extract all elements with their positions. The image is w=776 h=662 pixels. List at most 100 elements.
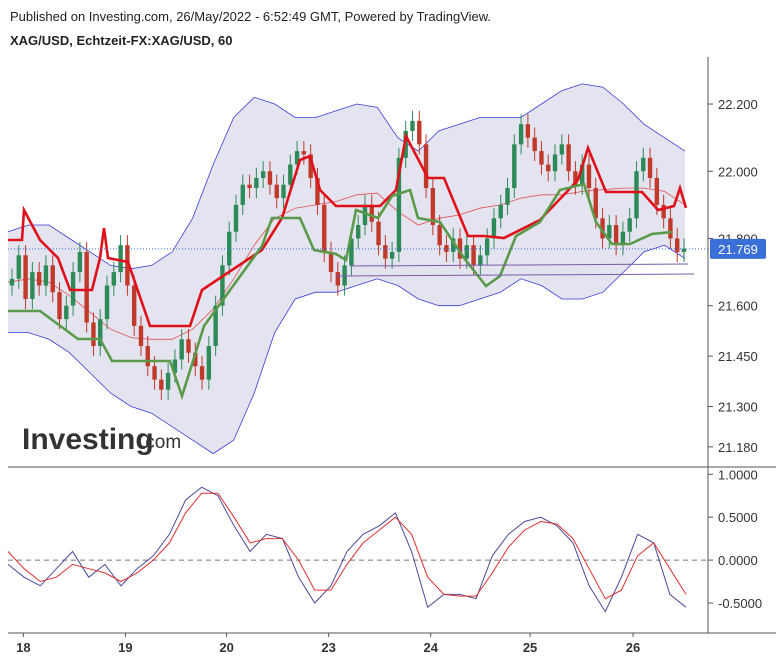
indicator-lines [8, 132, 708, 401]
price-axis: 22.20022.00021.80021.60021.45021.30021.1… [708, 97, 758, 455]
candle-body [362, 204, 368, 226]
candle-body [91, 322, 96, 347]
candle-body [23, 255, 28, 299]
candle-body [484, 238, 490, 256]
candle-body [165, 372, 171, 390]
candle-body [681, 248, 687, 252]
candle-body [634, 171, 639, 219]
osc-tick-label: -0.5000 [718, 596, 762, 611]
candle-body [579, 164, 585, 185]
candle-body [125, 245, 130, 286]
osc-tick-label: 1.0000 [718, 467, 758, 482]
candle-body [84, 251, 89, 323]
bollinger-lower-line [8, 244, 686, 455]
candle-body [355, 225, 361, 239]
candle-body [118, 245, 123, 273]
price-badge: 21.769 [710, 238, 766, 259]
candle-body [77, 251, 83, 273]
candle-body [613, 225, 619, 246]
time-tick-label: 19 [118, 640, 132, 655]
price-tick-label: 21.300 [718, 400, 758, 415]
candle-body [274, 184, 279, 199]
candle-body [342, 265, 347, 286]
candle-body [383, 245, 388, 259]
candle-body [423, 144, 429, 189]
candle-body [532, 137, 537, 152]
candle-body [254, 177, 259, 189]
candle-body [410, 120, 415, 131]
candle-body [152, 366, 157, 380]
candle-body [247, 184, 252, 189]
candle-body [518, 124, 524, 145]
candle-body [376, 221, 381, 246]
candle-body [471, 245, 476, 266]
candle-body [145, 346, 150, 367]
oscillator-axis: 1.0000 0.5000 0.0000 -0.5000 [708, 467, 762, 611]
candle-body [193, 352, 198, 367]
price-tick-label: 21.600 [718, 299, 758, 314]
candle-body [675, 238, 680, 252]
candle-body [186, 339, 191, 353]
candle-body [607, 225, 612, 239]
candle-body [389, 251, 395, 259]
candle-body [220, 265, 225, 306]
price-tick-label: 22.200 [718, 97, 758, 112]
candle-body [641, 157, 646, 172]
oscillator-d-line [7, 492, 687, 600]
time-tick-label: 23 [321, 640, 335, 655]
candle-body [288, 164, 293, 185]
osc-tick-label: 0.0000 [718, 553, 758, 568]
candle-body [159, 379, 164, 390]
candle-body [281, 184, 286, 199]
candle-body [138, 325, 144, 347]
oscillator-k-line [7, 486, 687, 613]
candle-body [349, 238, 354, 266]
candle-body [294, 151, 300, 165]
investing-logo: Investing .com [22, 423, 181, 456]
candle-body [647, 157, 653, 178]
candle-body [104, 285, 110, 320]
support-line-upper [335, 273, 695, 277]
candle-body [98, 319, 103, 347]
candle-body [396, 157, 402, 252]
published-header: Published on Investing.com, 26/May/2022 … [10, 9, 492, 24]
candle-body [315, 177, 320, 205]
candle-body [512, 144, 517, 189]
price-badge-bg [710, 238, 766, 259]
candle-body [491, 218, 497, 239]
candle-body [328, 251, 334, 273]
candle-body [654, 177, 660, 205]
bollinger-middle-line [7, 187, 686, 340]
candle-body [301, 151, 307, 155]
candle-body [552, 154, 558, 172]
time-tick-label: 24 [423, 640, 438, 655]
candle-body [199, 366, 205, 380]
oscillator-panel [7, 486, 708, 613]
price-badge-value: 21.769 [718, 242, 758, 257]
candle-body [600, 218, 605, 239]
candle-body [451, 238, 456, 252]
logo-suffix: .com [140, 432, 181, 453]
candle-body [573, 171, 578, 185]
candle-body [227, 231, 232, 266]
candle-body [172, 359, 178, 373]
candle-body [16, 255, 21, 279]
candle-body [417, 120, 422, 145]
candle-body [478, 255, 483, 266]
candle-body [566, 144, 571, 172]
candle-body [179, 339, 184, 360]
candle-body [30, 272, 35, 299]
candle-body [498, 204, 503, 219]
candle-body [206, 346, 212, 380]
price-tick-label: 21.450 [718, 349, 758, 364]
candle-body [43, 265, 49, 286]
candle-body [322, 204, 327, 252]
candle-body [627, 218, 632, 232]
candle-body [586, 164, 592, 189]
candle-body [64, 305, 69, 320]
osc-tick-label: 0.5000 [718, 510, 758, 525]
candle-body [430, 188, 436, 226]
candle-body [505, 188, 510, 205]
grid [8, 57, 776, 634]
